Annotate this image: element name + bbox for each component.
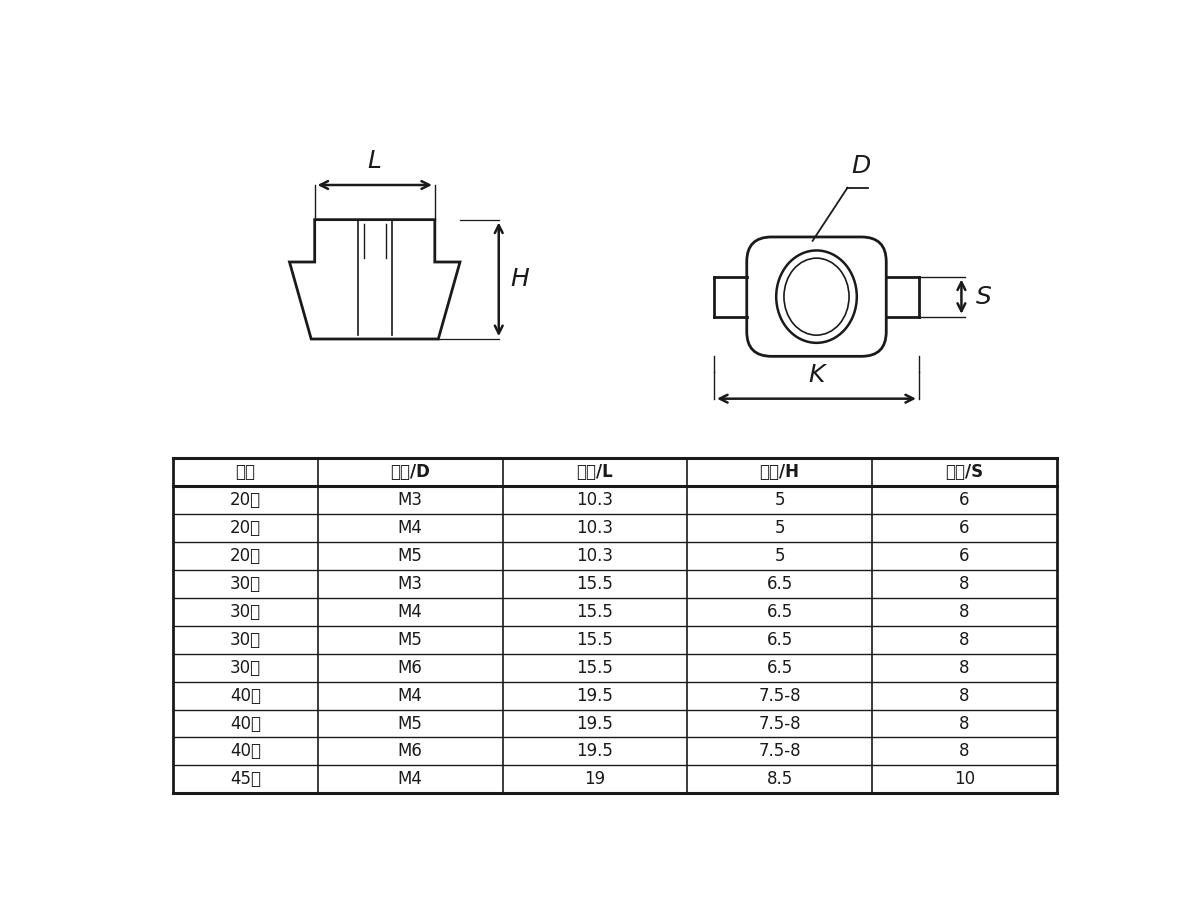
- Text: 高度/H: 高度/H: [760, 464, 799, 482]
- Text: S: S: [976, 284, 991, 309]
- Text: 10.3: 10.3: [576, 491, 613, 509]
- Text: K: K: [809, 363, 824, 387]
- Text: 7.5-8: 7.5-8: [758, 742, 800, 760]
- Text: M4: M4: [397, 687, 422, 705]
- Text: 30型: 30型: [230, 659, 262, 677]
- Text: 20型: 20型: [230, 519, 262, 537]
- Text: 7.5-8: 7.5-8: [758, 687, 800, 705]
- Text: 15.5: 15.5: [576, 631, 613, 649]
- Text: 6.5: 6.5: [767, 659, 793, 677]
- Text: 长度/L: 长度/L: [576, 464, 613, 482]
- Text: 6: 6: [959, 547, 970, 565]
- Text: M3: M3: [397, 575, 422, 593]
- Text: M4: M4: [397, 770, 422, 788]
- Text: 5: 5: [774, 547, 785, 565]
- Text: 40型: 40型: [230, 715, 262, 733]
- Text: L: L: [368, 148, 382, 173]
- Text: 型号: 型号: [235, 464, 256, 482]
- Text: D: D: [851, 155, 870, 178]
- Text: M3: M3: [397, 491, 422, 509]
- Text: 19: 19: [584, 770, 606, 788]
- Text: 6.5: 6.5: [767, 631, 793, 649]
- Text: 10.3: 10.3: [576, 547, 613, 565]
- Text: 6.5: 6.5: [767, 575, 793, 593]
- Text: M5: M5: [397, 547, 422, 565]
- Text: 6: 6: [959, 519, 970, 537]
- Text: 10: 10: [954, 770, 974, 788]
- Text: 6.5: 6.5: [767, 603, 793, 621]
- Text: 7.5-8: 7.5-8: [758, 715, 800, 733]
- Text: M4: M4: [397, 519, 422, 537]
- Text: 19.5: 19.5: [576, 742, 613, 760]
- Text: 19.5: 19.5: [576, 715, 613, 733]
- Text: H: H: [510, 267, 529, 292]
- Text: M6: M6: [397, 742, 422, 760]
- Text: 19.5: 19.5: [576, 687, 613, 705]
- Text: 8: 8: [959, 575, 970, 593]
- Text: 8: 8: [959, 603, 970, 621]
- Text: 40型: 40型: [230, 687, 262, 705]
- Text: 30型: 30型: [230, 575, 262, 593]
- Text: 8: 8: [959, 659, 970, 677]
- Text: 6: 6: [959, 491, 970, 509]
- Text: 30型: 30型: [230, 603, 262, 621]
- Text: 20型: 20型: [230, 547, 262, 565]
- Text: 8: 8: [959, 742, 970, 760]
- Text: 40型: 40型: [230, 742, 262, 760]
- Text: 规格/D: 规格/D: [390, 464, 430, 482]
- Text: 15.5: 15.5: [576, 575, 613, 593]
- Text: 5: 5: [774, 491, 785, 509]
- Text: 15.5: 15.5: [576, 659, 613, 677]
- Text: 15.5: 15.5: [576, 603, 613, 621]
- Text: 10.3: 10.3: [576, 519, 613, 537]
- Text: M5: M5: [397, 715, 422, 733]
- Text: 宽度/S: 宽度/S: [946, 464, 984, 482]
- Text: 45型: 45型: [230, 770, 262, 788]
- Text: M6: M6: [397, 659, 422, 677]
- Text: M4: M4: [397, 603, 422, 621]
- Text: 5: 5: [774, 519, 785, 537]
- Text: M5: M5: [397, 631, 422, 649]
- Text: 8: 8: [959, 631, 970, 649]
- Text: 8: 8: [959, 715, 970, 733]
- Text: 8: 8: [959, 687, 970, 705]
- Text: 20型: 20型: [230, 491, 262, 509]
- Text: 30型: 30型: [230, 631, 262, 649]
- Text: 8.5: 8.5: [767, 770, 793, 788]
